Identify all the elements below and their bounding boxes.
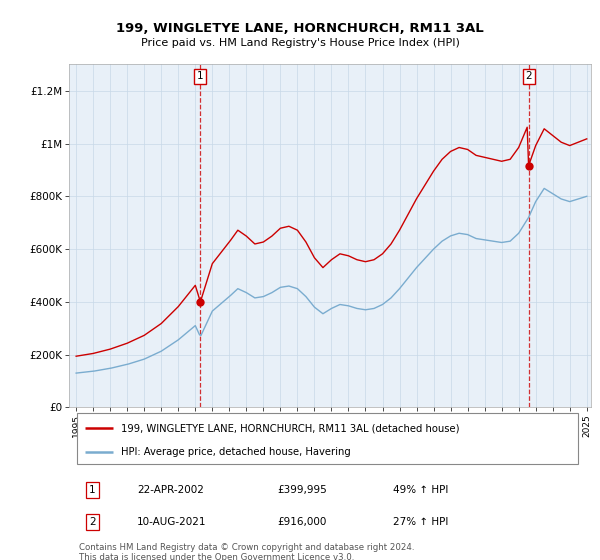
Text: Price paid vs. HM Land Registry's House Price Index (HPI): Price paid vs. HM Land Registry's House … [140, 38, 460, 48]
Text: 22-APR-2002: 22-APR-2002 [137, 485, 204, 494]
Text: 10-AUG-2021: 10-AUG-2021 [137, 517, 206, 527]
Text: £399,995: £399,995 [278, 485, 328, 494]
Text: 27% ↑ HPI: 27% ↑ HPI [392, 517, 448, 527]
Text: 1: 1 [197, 72, 204, 81]
FancyBboxPatch shape [77, 413, 578, 464]
Text: £916,000: £916,000 [278, 517, 327, 527]
Text: 2: 2 [89, 517, 96, 527]
Text: 199, WINGLETYE LANE, HORNCHURCH, RM11 3AL (detached house): 199, WINGLETYE LANE, HORNCHURCH, RM11 3A… [121, 423, 460, 433]
Text: Contains HM Land Registry data © Crown copyright and database right 2024.
This d: Contains HM Land Registry data © Crown c… [79, 543, 415, 560]
Text: 2: 2 [525, 72, 532, 81]
Text: HPI: Average price, detached house, Havering: HPI: Average price, detached house, Have… [121, 447, 351, 458]
Text: 199, WINGLETYE LANE, HORNCHURCH, RM11 3AL: 199, WINGLETYE LANE, HORNCHURCH, RM11 3A… [116, 22, 484, 35]
Text: 1: 1 [89, 485, 96, 494]
Text: 49% ↑ HPI: 49% ↑ HPI [392, 485, 448, 494]
